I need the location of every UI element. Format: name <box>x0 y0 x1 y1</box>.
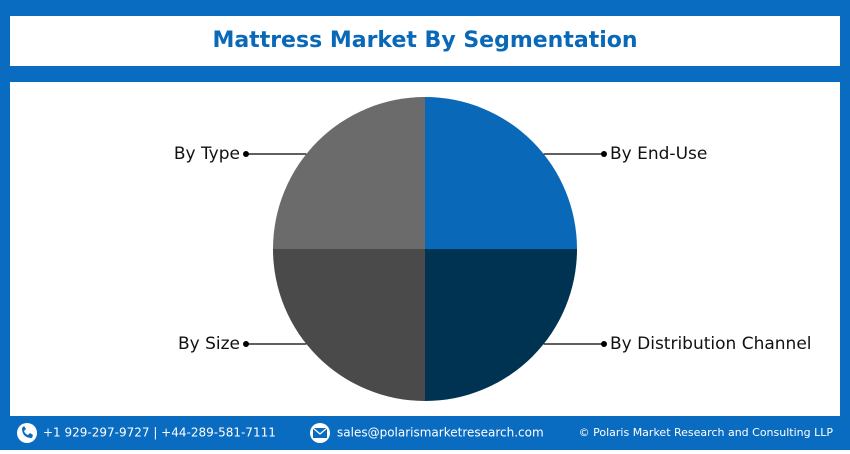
email-glyph <box>313 428 327 438</box>
footer: +1 929-297-9727 | +44-289-581-7111 sales… <box>17 423 833 443</box>
pie: By End-Use By Distribution Channel By Size… <box>174 97 812 401</box>
slice-label: By Type <box>174 144 240 164</box>
phone-icon <box>17 423 37 443</box>
slice-label: By End-Use <box>610 144 707 164</box>
pie-slice <box>425 249 577 401</box>
email-flap <box>312 427 328 435</box>
pie-slice <box>273 97 425 249</box>
leader-dot <box>243 341 249 348</box>
pie-slice <box>425 97 577 249</box>
chart-title: Mattress Market By Segmentation <box>212 28 637 53</box>
pie-slice <box>273 249 425 401</box>
slice-label: By Size <box>178 334 240 354</box>
leader-dot <box>601 150 607 157</box>
leader-dot <box>601 341 607 348</box>
title-box <box>10 16 840 66</box>
footer-copyright: © Polaris Market Research and Consulting… <box>579 426 834 439</box>
footer-phone: +1 929-297-9727 | +44-289-581-7111 <box>43 426 276 440</box>
leader-dot <box>243 150 249 157</box>
phone-glyph <box>22 426 33 438</box>
slice-label: By Distribution Channel <box>610 334 812 354</box>
footer-email: sales@polarismarketresearch.com <box>337 426 544 440</box>
